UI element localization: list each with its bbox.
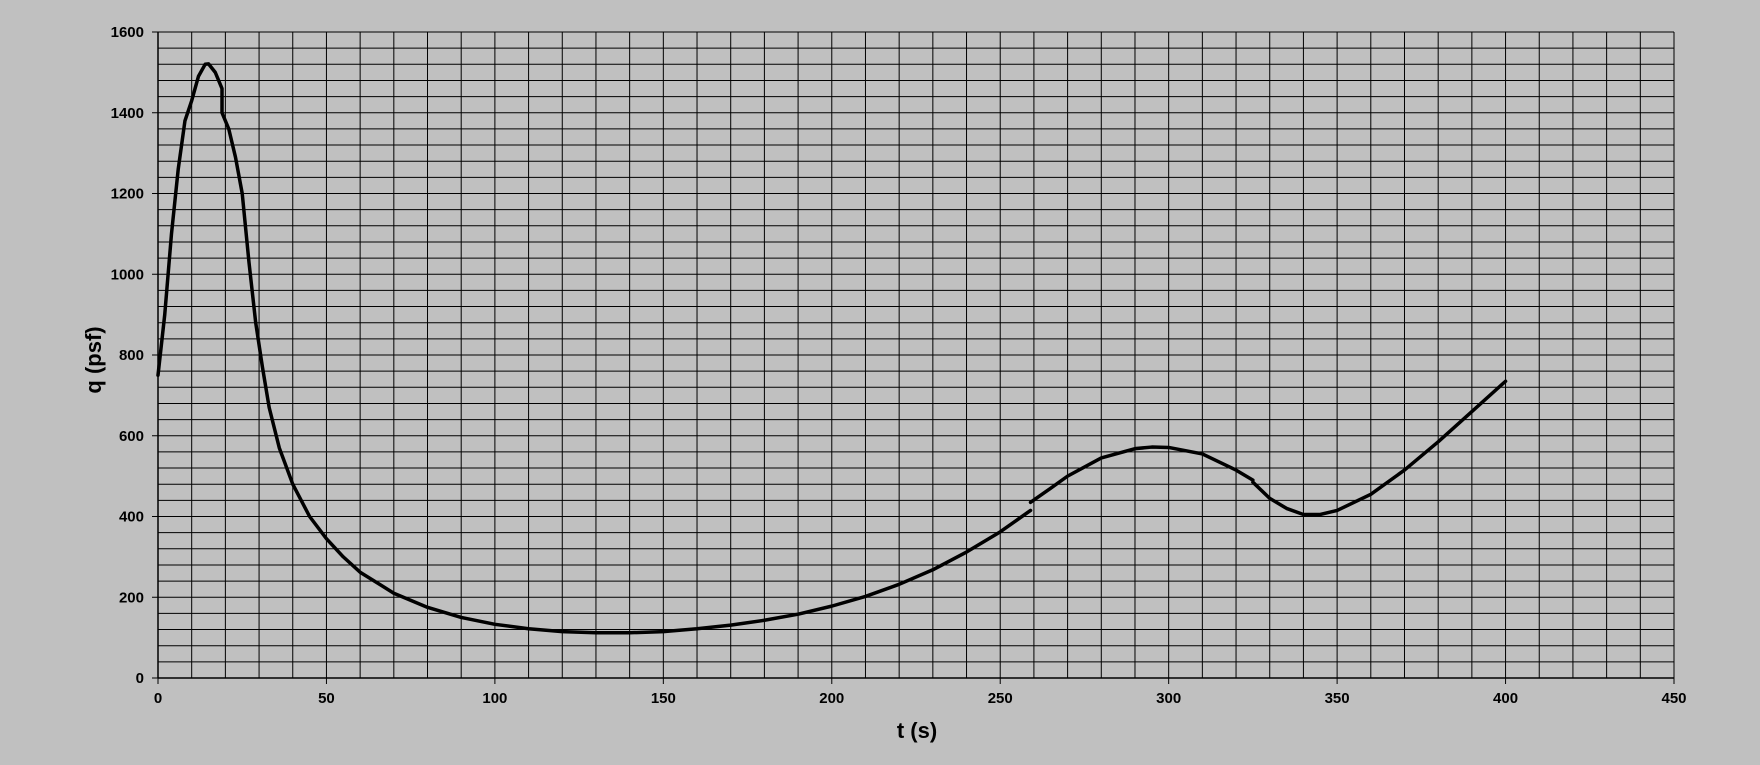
y-tick-label: 800	[119, 347, 144, 364]
x-tick-label: 400	[1493, 690, 1518, 707]
x-tick-label: 0	[154, 690, 162, 707]
x-tick-label: 300	[1156, 690, 1181, 707]
series-layer	[156, 62, 1508, 635]
series-line-segment	[1251, 379, 1508, 517]
minor-gridlines	[157, 31, 1675, 679]
y-tick-label: 600	[119, 428, 144, 445]
y-tick-label: 400	[119, 509, 144, 526]
y-axis-title: q (psf)	[81, 326, 106, 393]
x-tick-label: 100	[482, 690, 507, 707]
x-tick-label: 450	[1661, 690, 1686, 707]
y-tick-label: 1000	[111, 266, 144, 283]
x-axis-title: t (s)	[897, 718, 937, 743]
x-tick-labels: 0 50 100 150 200 250 300 350 400 450	[154, 678, 1687, 707]
y-tick-label: 0	[136, 670, 144, 687]
y-tick-label: 1400	[111, 105, 144, 122]
x-tick-label: 150	[651, 690, 676, 707]
series-line-segment	[156, 62, 1033, 635]
series-line-segment	[1028, 445, 1255, 505]
x-tick-label: 200	[819, 690, 844, 707]
y-tick-labels: 0 200 400 600 800 1000 1200 1400 1600	[111, 24, 158, 687]
x-tick-label: 350	[1325, 690, 1350, 707]
x-tick-label: 50	[318, 690, 335, 707]
y-tick-label: 200	[119, 589, 144, 606]
x-tick-label: 250	[988, 690, 1013, 707]
y-tick-label: 1600	[111, 24, 144, 41]
y-tick-label: 1200	[111, 186, 144, 203]
